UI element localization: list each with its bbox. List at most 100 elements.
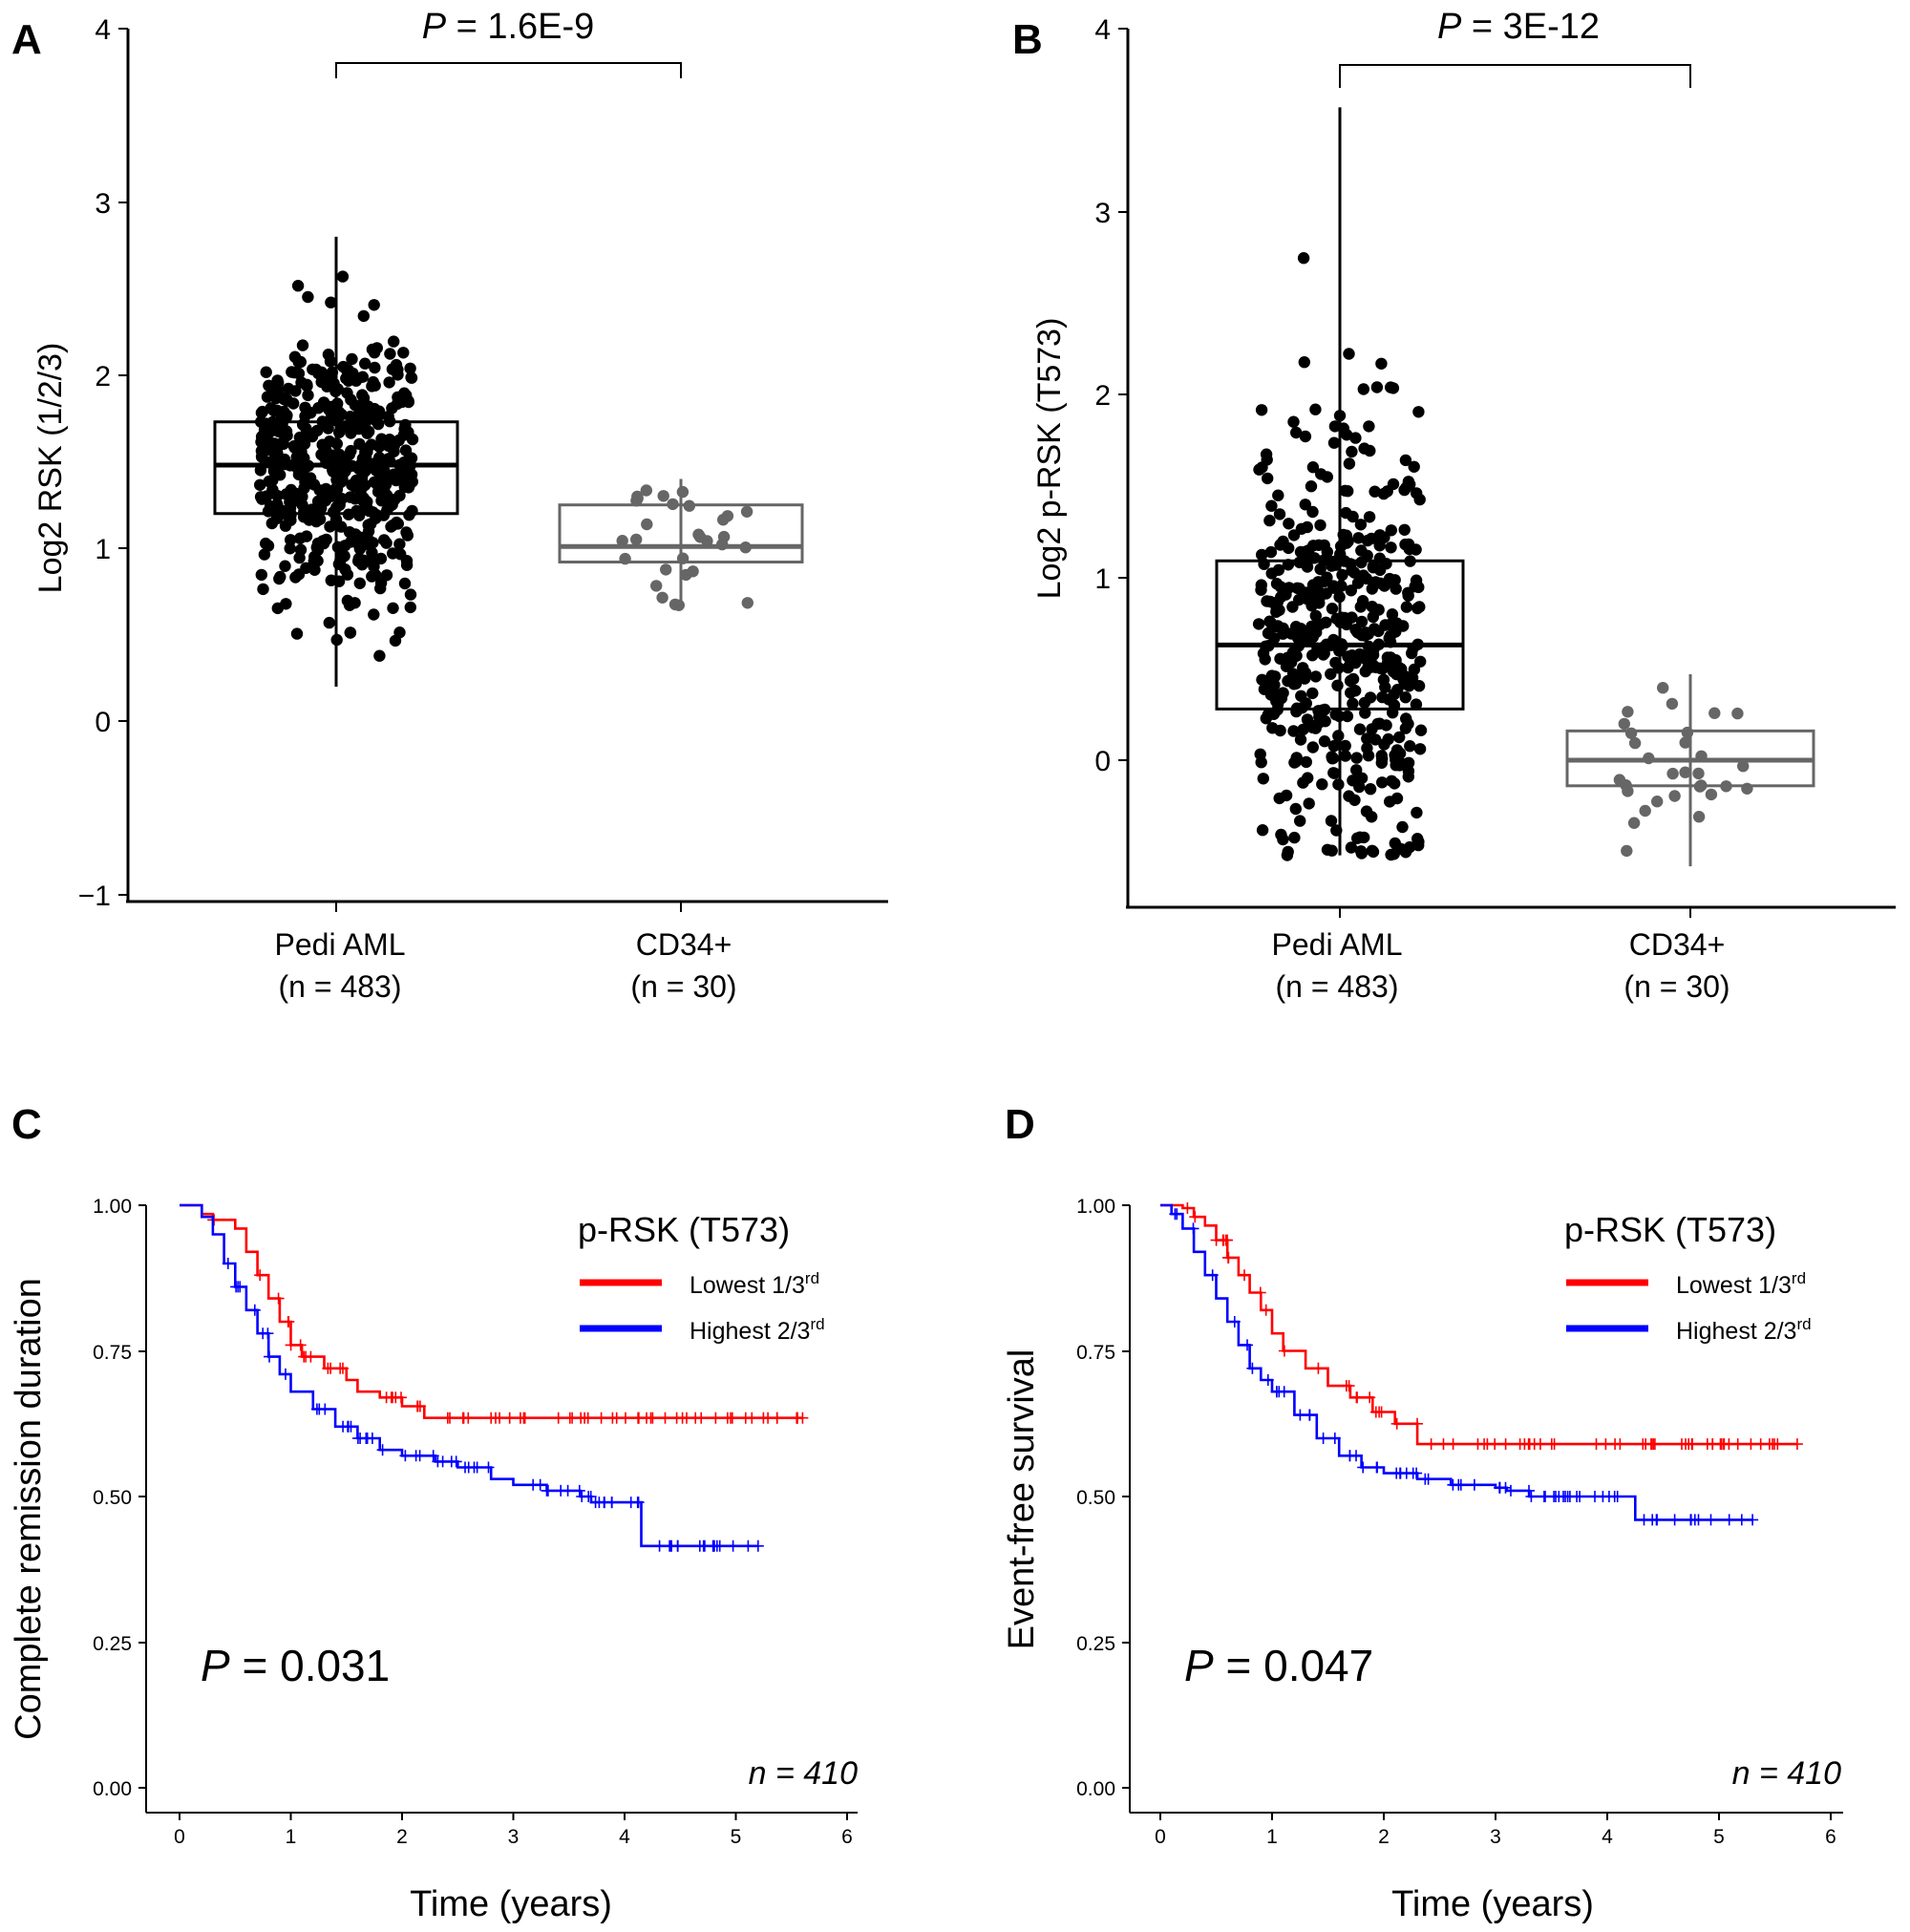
data-point [1367,610,1380,624]
data-point [1306,461,1320,474]
data-point [257,583,269,596]
data-point [1271,596,1284,608]
data-point [1272,563,1285,576]
data-point [367,506,379,519]
panel-c-xtick-label: 1 [286,1826,297,1848]
data-point [1406,647,1418,660]
data-point [1679,736,1691,749]
data-point [302,290,314,304]
censor-mark [1523,1484,1535,1497]
data-point [1255,404,1268,416]
data-point [346,352,358,366]
data-point [1403,680,1415,692]
data-point [1349,432,1362,444]
data-point [1272,489,1284,501]
data-point [740,505,753,518]
data-point [1720,780,1732,793]
censor-mark [248,1304,261,1316]
panel-d-y-axis-label: Event-free survival [1002,1349,1042,1650]
data-point [1386,608,1399,621]
panel-b: B 4 3 2 1 0 Log2 p-RSK (T573) Pedi AML (… [1012,7,1896,1004]
panel-a-significance-bracket [335,62,682,78]
censor-mark [1668,1514,1681,1526]
data-point [1412,406,1425,418]
data-point [1618,717,1631,731]
panel-b-category-n: (n = 30) [1624,969,1730,1004]
panel-a-x-ticks [335,902,682,912]
data-point [302,459,315,472]
data-point [294,543,308,556]
panel-b-ytick-label: 4 [1094,14,1111,46]
censor-mark [563,1412,576,1424]
data-point [404,588,417,601]
censor-mark [584,1491,597,1502]
panel-a-plot-marks [213,236,804,687]
data-point [1288,831,1301,844]
data-point [1402,717,1414,731]
censor-mark [1534,1438,1546,1451]
data-point [383,376,395,389]
data-point [1319,715,1331,728]
data-point [302,389,314,402]
panel-d-xtick-label: 6 [1825,1826,1836,1848]
jitter-points-pedi-aml [1252,252,1428,861]
panel-b-ytick-label: 1 [1094,563,1111,595]
censor-mark [427,1450,439,1462]
data-point [1364,444,1376,457]
panel-a-y-ticks: 4 3 2 1 0 −1 [78,14,128,912]
censor-mark [527,1478,540,1491]
data-point [1360,626,1372,639]
data-point [1622,706,1634,718]
censor-mark [1683,1438,1695,1451]
data-point [1384,796,1396,808]
km-curve-blue [1160,1203,1753,1521]
censor-mark [1171,1208,1183,1221]
data-point [1268,679,1281,691]
data-point [1316,778,1328,791]
censor-mark [746,1412,758,1424]
data-point [323,616,335,629]
censor-mark [1705,1514,1717,1526]
data-point [739,541,752,554]
panel-c: C 1.00 0.75 0.50 0.25 0.00 0 1 2 3 [9,1101,858,1924]
data-point [402,395,414,409]
data-point [1366,583,1379,595]
data-point [1668,790,1681,802]
data-point [650,580,663,592]
data-point [312,540,326,553]
data-point [279,520,292,532]
data-point [1692,811,1706,823]
data-point [1679,766,1691,778]
data-point [1353,831,1367,843]
data-point [1369,485,1381,498]
data-point [1367,648,1380,661]
censor-mark [1357,1461,1369,1474]
censor-mark [285,1339,297,1351]
censor-mark [376,1444,389,1456]
panel-b-significance-bracket [1339,64,1691,88]
data-point [1345,687,1357,699]
data-point [380,537,393,549]
data-point [1340,506,1352,520]
data-point [1326,637,1338,649]
box-group-cd34 [558,478,804,609]
data-point [1379,619,1391,631]
panel-a-ytick-label: 1 [95,534,111,565]
censor-mark [707,1539,719,1552]
data-point [1390,759,1402,772]
data-point [1264,545,1278,559]
censor-mark [300,1350,312,1363]
data-point [1345,584,1358,597]
data-point [1290,752,1303,764]
censor-mark [653,1539,666,1552]
panel-b-letter: B [1012,16,1043,63]
panel-d-p-value: P = 0.047 [1184,1641,1373,1690]
censor-mark [1228,1316,1241,1327]
data-point [1692,767,1705,780]
data-point [335,493,349,505]
data-point [1398,523,1411,536]
data-point [1263,640,1275,652]
data-point [1390,626,1402,638]
censor-mark [676,1412,689,1424]
data-point [1411,638,1424,650]
